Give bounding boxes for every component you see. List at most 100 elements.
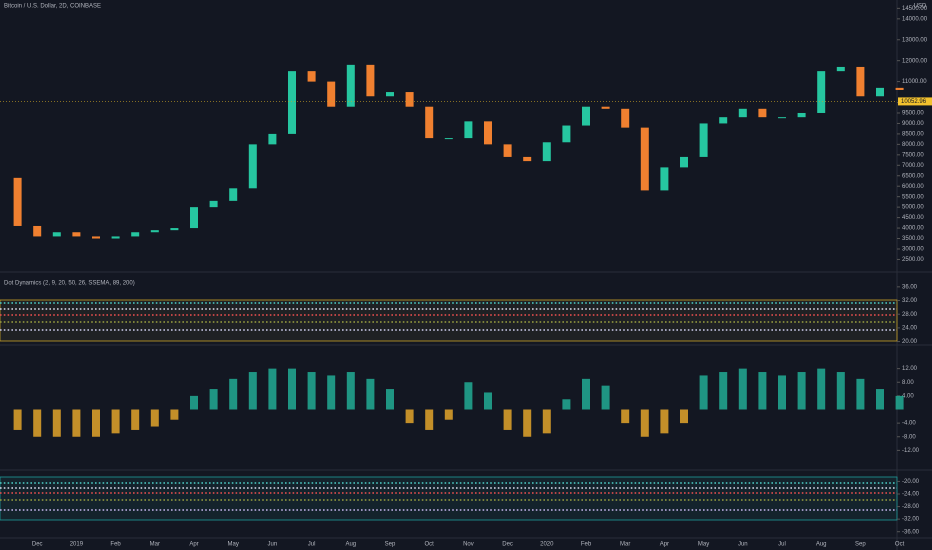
- x-tick-label: Jul: [778, 542, 786, 548]
- candle: [523, 156, 532, 162]
- x-tick-label: Aug: [345, 542, 356, 548]
- x-tick-label: Sep: [385, 542, 396, 548]
- histogram-bar: [327, 375, 336, 410]
- candle: [72, 232, 81, 237]
- x-tick-label: Oct: [895, 542, 905, 548]
- candle: [229, 188, 238, 201]
- y-tick-label: -36.00: [902, 529, 920, 535]
- candle: [366, 64, 375, 97]
- candle: [425, 106, 434, 139]
- last-price-label: 10052.96: [901, 99, 927, 105]
- y-tick-label: -8.00: [902, 434, 916, 440]
- histogram-bar: [876, 389, 884, 410]
- histogram-bar: [386, 389, 394, 410]
- y-tick-label: -32.00: [902, 517, 920, 523]
- candle: [386, 92, 394, 97]
- histogram-bar: [582, 378, 590, 410]
- y-tick-label: 3000.00: [902, 247, 924, 253]
- y-tick-label: 4.00: [902, 393, 914, 399]
- y-tick-label: 13000.00: [902, 37, 928, 43]
- x-tick-label: Jul: [308, 542, 316, 548]
- histogram-bar: [738, 368, 747, 410]
- x-tick-label: Dec: [502, 542, 513, 548]
- histogram-bar: [778, 375, 786, 410]
- x-tick-label: Mar: [620, 542, 630, 548]
- candle: [836, 66, 845, 72]
- x-tick-label: Sep: [855, 542, 866, 548]
- histogram-bar: [366, 378, 375, 410]
- candle: [52, 232, 61, 237]
- histogram-bar: [405, 409, 414, 424]
- y-tick-label: 8000.00: [902, 142, 924, 148]
- candle: [346, 64, 355, 107]
- histogram-bar: [484, 392, 492, 410]
- histogram-bar: [719, 372, 728, 410]
- candle: [190, 207, 198, 229]
- histogram-bar: [895, 395, 904, 410]
- chart-title: Bitcoin / U.S. Dollar, 2D, COINBASE: [4, 4, 101, 10]
- y-tick-label: 24.00: [902, 325, 918, 331]
- y-tick-label: 7000.00: [902, 163, 924, 169]
- x-tick-label: Mar: [150, 542, 160, 548]
- y-tick-label: 20.00: [902, 339, 918, 345]
- candle: [484, 121, 492, 145]
- x-tick-label: Oct: [425, 542, 435, 548]
- histogram-bar: [542, 409, 551, 434]
- y-tick-label: 4500.00: [902, 215, 924, 221]
- histogram-bar: [131, 409, 140, 430]
- y-tick-label: 4000.00: [902, 226, 924, 232]
- histogram-bar: [150, 409, 159, 427]
- candle: [131, 232, 140, 237]
- candle: [876, 87, 884, 97]
- x-tick-label: Apr: [660, 542, 669, 548]
- histogram-bar: [288, 368, 296, 410]
- y-tick-label: 9500.00: [902, 111, 924, 117]
- y-tick-label: 12000.00: [902, 58, 928, 64]
- candle: [719, 117, 728, 124]
- candle: [307, 71, 316, 82]
- candle: [503, 144, 512, 157]
- y-tick-label: 2500.00: [902, 257, 924, 263]
- candle: [640, 127, 649, 191]
- y-tick-label: 7500.00: [902, 152, 924, 158]
- y-tick-label: 14000.00: [902, 16, 928, 22]
- histogram-bar: [346, 372, 355, 410]
- candle: [797, 112, 806, 118]
- last-price-box: [898, 97, 932, 106]
- histogram-bar: [601, 385, 610, 410]
- candle: [327, 81, 336, 107]
- histogram-bar: [268, 368, 277, 410]
- candle: [817, 71, 826, 113]
- histogram-bar: [111, 409, 120, 434]
- histogram-bar: [464, 382, 473, 410]
- x-tick-label: Apr: [189, 542, 198, 548]
- histogram-bar: [190, 395, 198, 410]
- candle: [582, 106, 590, 126]
- candle: [288, 71, 296, 134]
- band: [0, 299, 898, 342]
- histogram-bar: [444, 409, 453, 420]
- candle: [699, 123, 708, 157]
- candle: [778, 117, 786, 119]
- histogram-bar: [52, 409, 61, 437]
- y-tick-label: 12.00: [902, 366, 918, 372]
- candle: [405, 92, 414, 107]
- x-tick-label: Nov: [463, 542, 474, 548]
- x-tick-label: Aug: [816, 542, 827, 548]
- candle: [111, 236, 120, 239]
- y-tick-label: 8500.00: [902, 131, 924, 137]
- y-tick-label: 36.00: [902, 284, 918, 290]
- x-tick-label: 2020: [540, 542, 554, 548]
- y-tick-label: 8.00: [902, 380, 914, 386]
- candle: [13, 177, 22, 226]
- candle: [758, 108, 767, 118]
- histogram-bar: [836, 372, 845, 410]
- candle: [150, 230, 159, 233]
- candle: [895, 87, 904, 90]
- histogram-bar: [170, 409, 179, 420]
- histogram-bar: [425, 409, 434, 430]
- histogram-bar: [307, 372, 316, 410]
- y-tick-label: -20.00: [902, 479, 920, 485]
- histogram-bar: [503, 409, 512, 430]
